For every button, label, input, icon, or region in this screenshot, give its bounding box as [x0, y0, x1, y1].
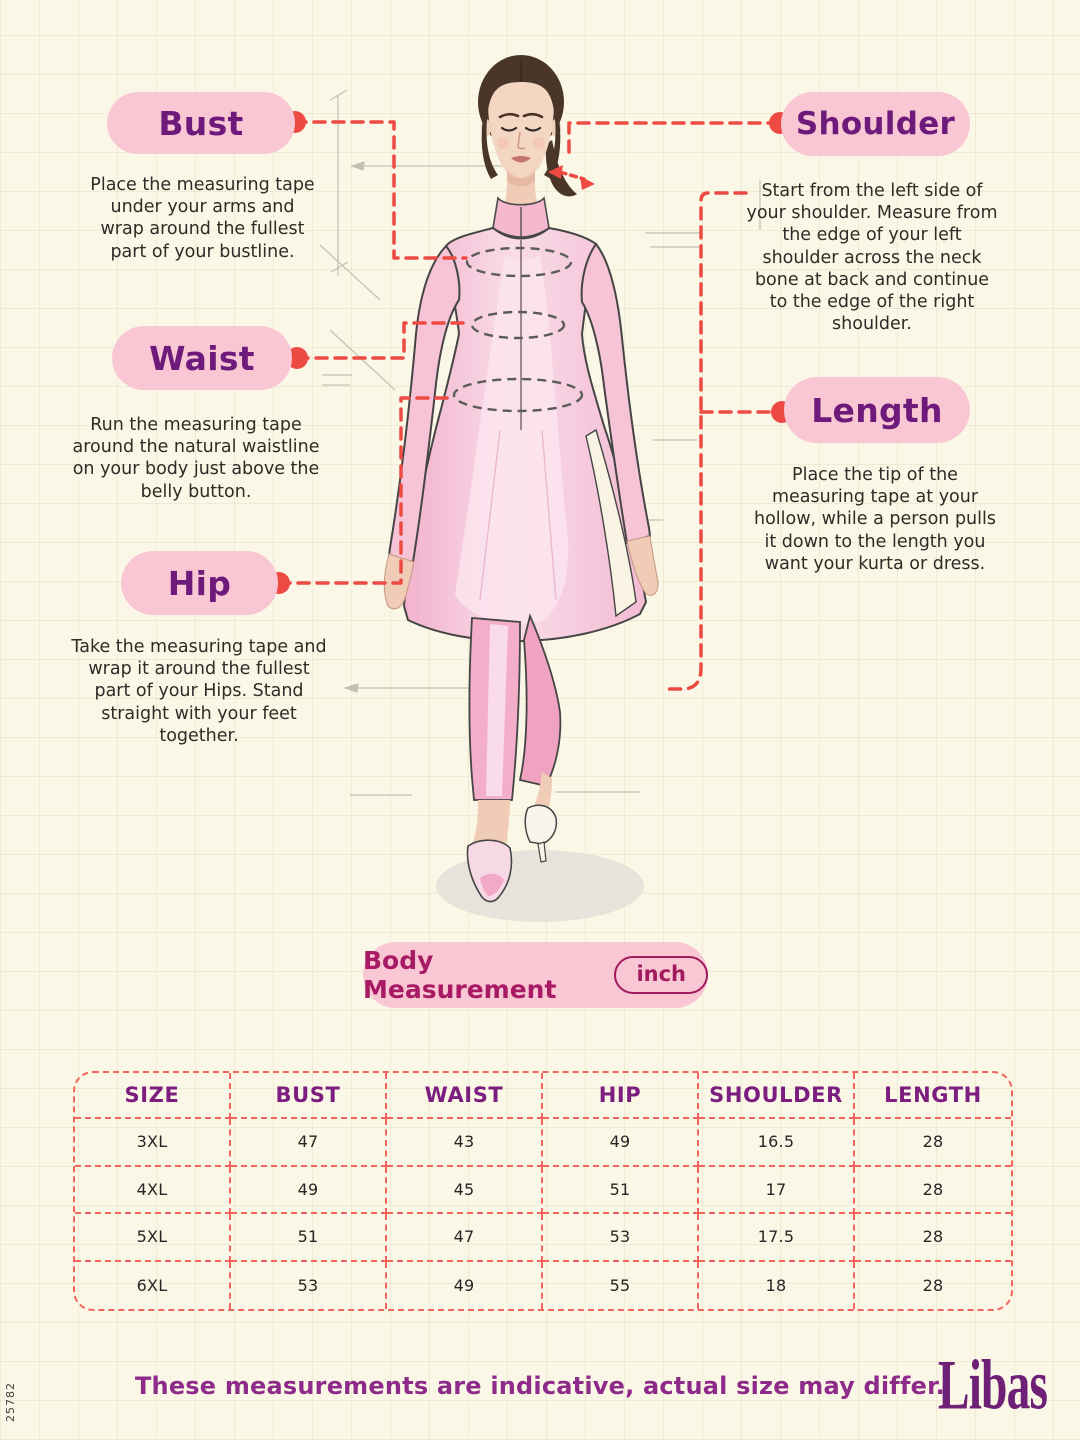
table-cell: 4XL [75, 1166, 231, 1214]
table-cell: 17 [699, 1166, 855, 1214]
waist-connector [295, 321, 473, 360]
shoulder-description: Start from the left side of your shoulde… [746, 181, 998, 335]
bust-label: Bust [158, 103, 244, 143]
size-table: SIZE BUST WAIST HIP SHOULDER LENGTH 3XL … [73, 1071, 1013, 1311]
bust-callout-pill: Bust [107, 92, 295, 154]
table-header-hip: HIP [543, 1073, 699, 1119]
table-cell: 53 [543, 1214, 699, 1262]
body-measurement-title: Body Measurement [363, 946, 557, 1004]
table-cell: 45 [387, 1166, 543, 1214]
waist-description: Run the measuring tape around the natura… [72, 415, 320, 502]
hip-connector [277, 396, 450, 585]
table-cell: 28 [922, 1275, 944, 1295]
shoulder-callout-pill: Shoulder [781, 92, 970, 156]
waist-callout-pill: Waist [112, 326, 292, 390]
bust-connector [293, 120, 468, 260]
model-figure [383, 55, 659, 903]
body-measurement-bar: Body Measurement inch [363, 942, 708, 1008]
unit-toggle-inch[interactable]: inch [614, 956, 708, 994]
side-code: 25782 [4, 1382, 17, 1422]
shoulder-arrow-line [558, 170, 586, 181]
table-header-waist: WAIST [387, 1073, 543, 1119]
table-cell: 6XL [75, 1261, 231, 1309]
table-cell: 55 [543, 1261, 699, 1309]
waist-label: Waist [149, 338, 255, 378]
callout-connectors [277, 120, 781, 691]
shoulder-label: Shoulder [795, 106, 956, 142]
length-description: Place the tip of the measuring tape at y… [753, 465, 996, 574]
brand-logo: Libas [937, 1345, 1048, 1425]
connector-arrowheads [548, 165, 595, 190]
length-bracket [662, 191, 748, 691]
bust-description: Place the measuring tape under your arms… [90, 175, 315, 262]
table-cell: 5XL [75, 1214, 231, 1262]
table-cell: 17.5 [699, 1214, 855, 1262]
table-cell: 28 [855, 1214, 1011, 1262]
table-cell: 28 [855, 1119, 1011, 1167]
table-cell: 47 [231, 1119, 387, 1167]
measurement-ellipses [452, 246, 584, 413]
table-cell: 28 [855, 1167, 1011, 1214]
hip-description: Take the measuring tape and wrap it arou… [71, 637, 327, 746]
table-cell: 49 [543, 1119, 699, 1167]
table-cell: 16.5 [699, 1119, 855, 1167]
table-cell: 3XL [75, 1119, 231, 1167]
disclaimer-text: These measurements are indicative, actua… [134, 1372, 946, 1400]
shoulder-connector [567, 121, 781, 160]
table-cell: 43 [387, 1119, 543, 1167]
table-cell: 47 [387, 1214, 543, 1262]
hip-callout-pill: Hip [121, 551, 278, 615]
length-callout-pill: Length [784, 377, 970, 443]
table-cell: 18 [699, 1261, 855, 1309]
hip-label: Hip [167, 563, 232, 603]
table-header-size: SIZE [75, 1073, 231, 1119]
table-header-length: LENGTH [855, 1073, 1011, 1119]
table-cell: 49 [231, 1166, 387, 1214]
length-label: Length [811, 390, 943, 430]
table-cell: 49 [387, 1261, 543, 1309]
table-header-shoulder: SHOULDER [699, 1073, 855, 1119]
figure-illustration [268, 55, 793, 922]
table-header-bust: BUST [231, 1073, 387, 1119]
table-cell: 51 [543, 1166, 699, 1214]
table-cell: 51 [231, 1214, 387, 1262]
table-cell: 53 [231, 1261, 387, 1309]
